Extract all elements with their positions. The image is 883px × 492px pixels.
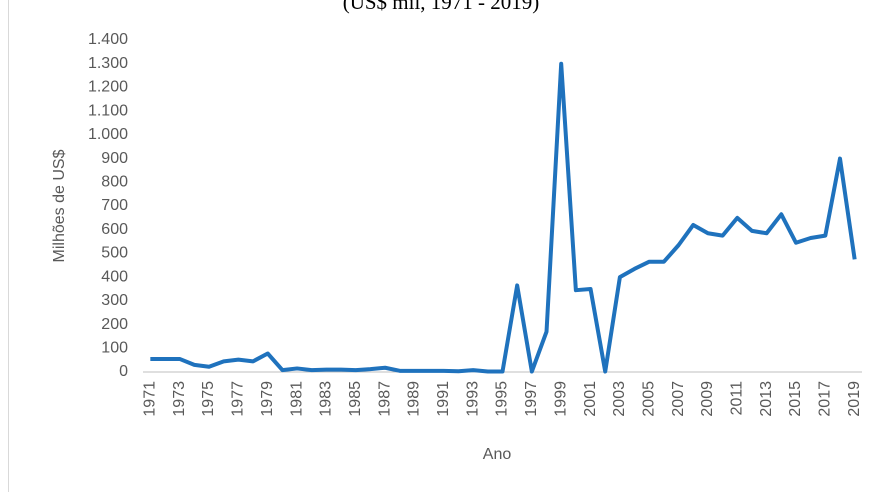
x-tick-label: 2001 <box>582 381 599 417</box>
x-tick-label: 2019 <box>846 381 863 417</box>
x-tick-label: 2011 <box>728 381 745 416</box>
x-tick-label: 1985 <box>347 381 364 417</box>
x-tick-label: 2013 <box>758 381 775 417</box>
y-tick-label: 1.400 <box>88 31 128 48</box>
x-axis-label: Ano <box>483 446 512 463</box>
x-tick-label: 1973 <box>171 381 188 417</box>
y-tick-label: 500 <box>101 245 128 262</box>
x-tick-label: 2015 <box>787 381 804 417</box>
x-tick-label: 1989 <box>406 381 423 417</box>
y-tick-label: 300 <box>101 292 128 309</box>
x-tick-label: 1975 <box>200 381 217 417</box>
y-tick-label: 100 <box>101 340 128 357</box>
x-tick-label: 1995 <box>494 381 511 417</box>
x-tick-label: 1987 <box>376 381 393 417</box>
x-tick-label: 1997 <box>523 381 540 417</box>
x-tick-label: 1983 <box>318 381 335 417</box>
x-tick-label: 1979 <box>259 381 276 417</box>
chart-title: (US$ mil, 1971 - 2019) <box>343 0 540 14</box>
x-tick-label: 1999 <box>552 381 569 417</box>
x-tick-label: 1977 <box>230 381 247 417</box>
y-tick-label: 800 <box>101 174 128 191</box>
y-tick-label: 900 <box>101 150 128 167</box>
chart-frame <box>8 0 9 492</box>
y-tick-label: 1.000 <box>88 126 128 143</box>
y-tick-label: 700 <box>101 197 128 214</box>
y-tick-label: 1.100 <box>88 102 128 119</box>
data-line <box>150 61 857 374</box>
x-tick-label: 1971 <box>142 381 159 417</box>
y-tick-label: 200 <box>101 316 128 333</box>
x-tick-label: 2005 <box>640 381 657 417</box>
y-tick-label: 1.200 <box>88 79 128 96</box>
y-axis-label: Milhões de US$ <box>51 149 68 262</box>
y-tick-label: 1.300 <box>88 55 128 72</box>
x-tick-label: 1993 <box>464 381 481 417</box>
y-tick-label: 600 <box>101 221 128 238</box>
x-tick-label: 2017 <box>817 381 834 417</box>
x-tick-label: 2003 <box>611 381 628 417</box>
x-tick-label: 2009 <box>699 381 716 417</box>
x-tick-label: 2007 <box>670 381 687 417</box>
y-tick-label: 400 <box>101 268 128 285</box>
x-tick-label: 1981 <box>288 381 305 417</box>
y-tick-label: 0 <box>119 363 128 380</box>
x-tick-label: 1991 <box>435 381 452 417</box>
